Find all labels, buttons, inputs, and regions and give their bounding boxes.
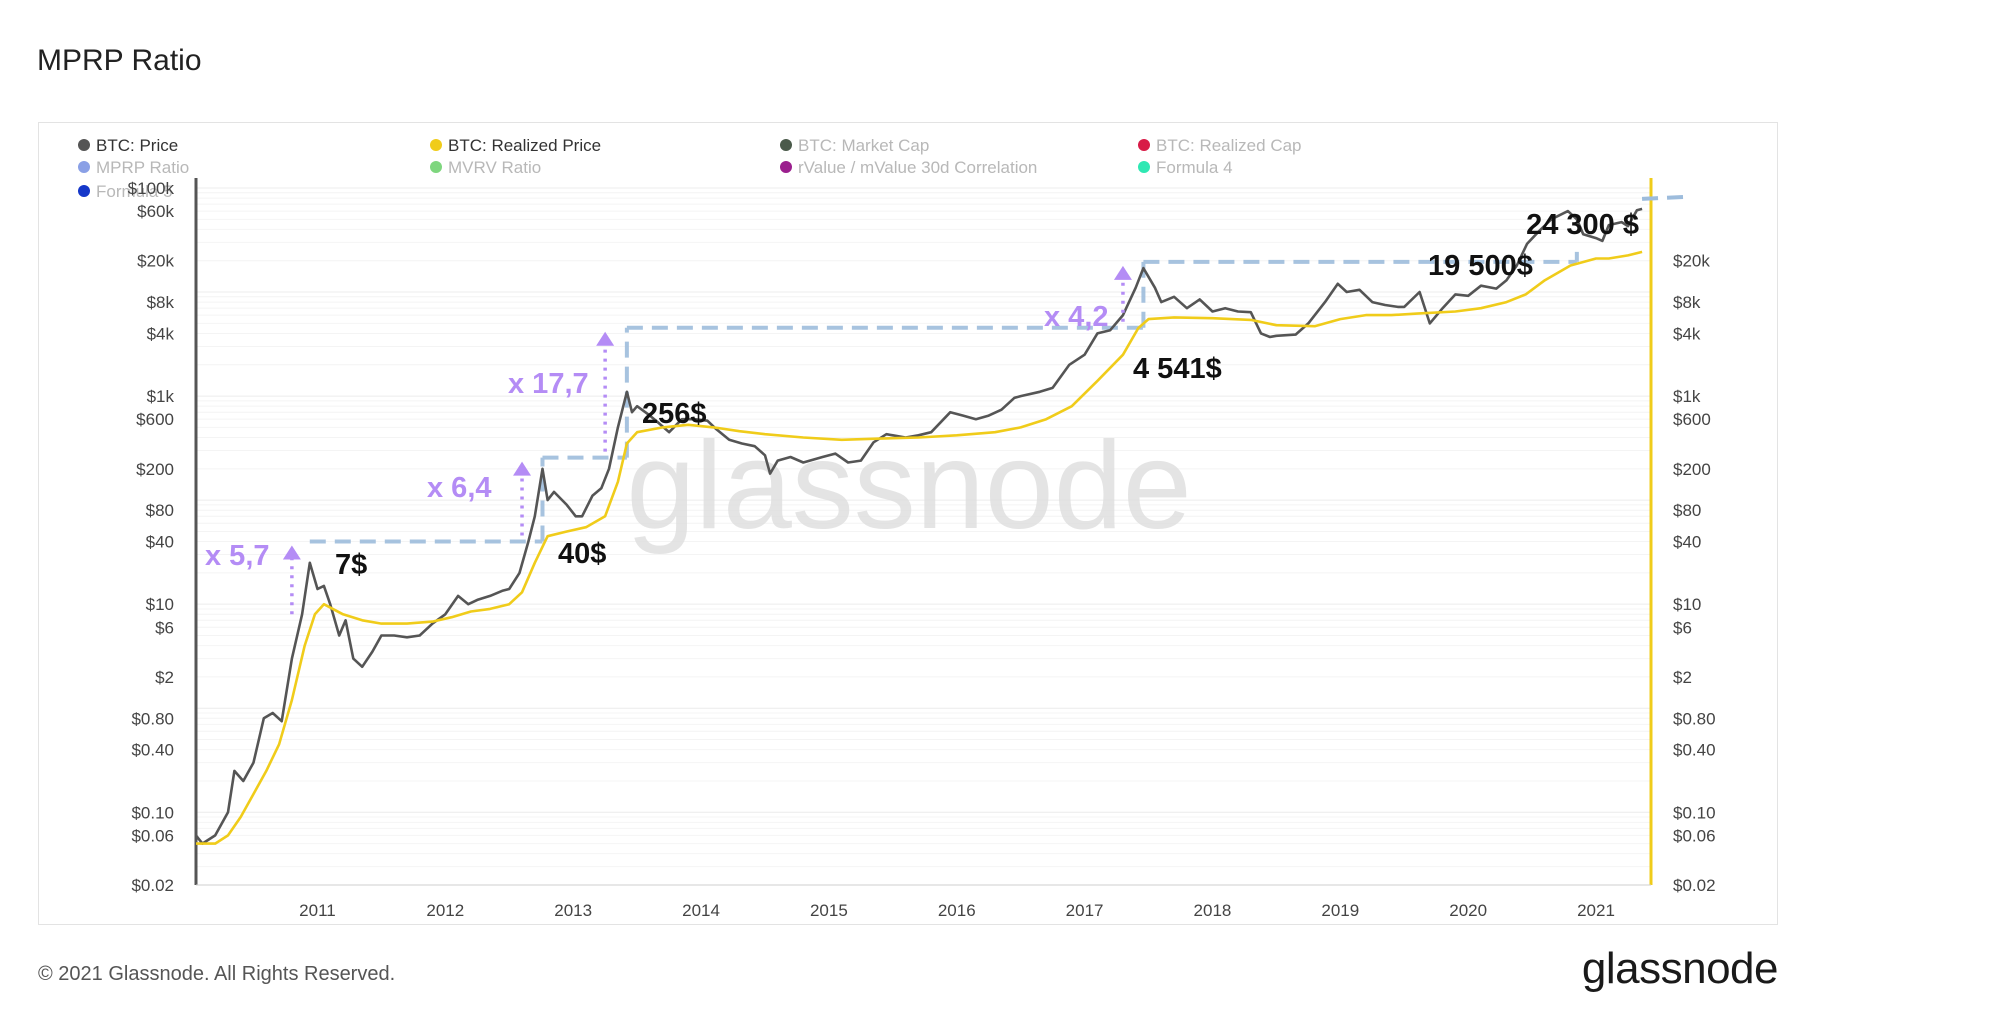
legend-swatch <box>780 161 792 173</box>
x-tick-label: 2014 <box>682 901 720 920</box>
x-tick-label: 2016 <box>938 901 976 920</box>
y-tick-label-right: $4k <box>1673 324 1701 343</box>
price-label: 24 300 $ <box>1526 209 1639 241</box>
legend-swatch <box>780 139 792 151</box>
y-tick-label-left: $0.02 <box>131 876 174 895</box>
y-tick-label-left: $0.06 <box>131 826 174 845</box>
legend-swatch <box>1138 139 1150 151</box>
legend-label: Formula 5 <box>96 182 173 201</box>
multiplier-label: x 4,2 <box>1044 301 1109 333</box>
y-tick-label-left: $60k <box>137 202 174 221</box>
legend-label: MPRP Ratio <box>96 158 189 177</box>
y-tick-label-right: $6 <box>1673 618 1692 637</box>
legend: BTC: Price BTC: Realized Price BTC: Market… <box>78 136 1302 201</box>
legend-label: MVRV Ratio <box>448 158 541 177</box>
dashed-projection <box>1641 194 1684 201</box>
x-axis: 2011 2012 2013 2014 2015 2016 2017 2018 2019 2020… <box>196 884 1651 920</box>
y-tick-label-right: $600 <box>1673 410 1711 429</box>
chart-panel: glassnode BTC: Price BTC: Realized Price B… <box>38 122 1778 925</box>
y-tick-label-right: $10 <box>1673 595 1701 614</box>
legend-swatch <box>430 161 442 173</box>
y-tick-label-right: $1k <box>1673 387 1701 406</box>
chart: glassnode BTC: Price BTC: Realized Price B… <box>78 136 1716 920</box>
legend-swatch <box>78 161 90 173</box>
y-tick-label-right: $0.40 <box>1673 741 1716 760</box>
y-tick-label-left: $80 <box>146 501 174 520</box>
y-tick-label-left: $4k <box>147 324 175 343</box>
x-tick-label: 2021 <box>1577 901 1615 920</box>
y-tick-label-right: $80 <box>1673 501 1701 520</box>
legend-label: rValue / mValue 30d Correlation <box>798 158 1037 177</box>
y-tick-label-left: $0.80 <box>131 709 174 728</box>
x-tick-label: 2020 <box>1449 901 1487 920</box>
y-tick-label-right: $0.80 <box>1673 709 1716 728</box>
y-tick-label-left: $10 <box>146 595 174 614</box>
y-tick-label-right: $200 <box>1673 460 1711 479</box>
arrow-head <box>1113 265 1132 280</box>
legend-swatch <box>1138 161 1150 173</box>
legend-label: BTC: Market Cap <box>798 136 929 155</box>
x-tick-label: 2013 <box>554 901 592 920</box>
grid <box>196 187 1651 886</box>
legend-swatch <box>430 139 442 151</box>
arrow-head <box>513 461 532 476</box>
legend-swatch <box>78 139 90 151</box>
y-tick-label-left: $40 <box>146 533 174 552</box>
y-tick-label-left: $0.40 <box>131 741 174 760</box>
multiplier-arrows <box>282 265 1132 615</box>
x-tick-label: 2017 <box>1066 901 1104 920</box>
price-line <box>194 207 1643 845</box>
glassnode-logo[interactable]: glassnode <box>1581 944 1779 993</box>
y-tick-label-left: $20k <box>137 252 174 271</box>
legend-label: BTC: Realized Cap <box>1156 136 1302 155</box>
price-label: 40$ <box>558 538 606 570</box>
realized-price-line <box>196 250 1643 845</box>
copyright-text: © 2021 Glassnode. All Rights Reserved. <box>38 963 396 985</box>
y-tick-label-right: $40 <box>1673 533 1701 552</box>
y-tick-label-right: $8k <box>1673 293 1701 312</box>
y-tick-label-left: $100k <box>128 179 175 198</box>
x-tick-label: 2011 <box>299 901 336 920</box>
x-tick-label: 2012 <box>426 901 464 920</box>
x-tick-label: 2018 <box>1194 901 1232 920</box>
y-tick-label-left: $600 <box>136 410 174 429</box>
x-tick-label: 2019 <box>1321 901 1359 920</box>
y-tick-label-left: $2 <box>155 668 174 687</box>
y-tick-label-left: $0.10 <box>131 803 174 822</box>
multiplier-label: x 5,7 <box>205 540 270 572</box>
y-tick-label-left: $200 <box>136 460 174 479</box>
glassnode-watermark: glassnode <box>626 417 1191 555</box>
arrow-head <box>596 331 615 346</box>
multiplier-label: x 17,7 <box>508 368 589 400</box>
price-label: 7$ <box>335 549 367 581</box>
page-title: MPRP Ratio <box>37 44 202 77</box>
price-label: 19 500$ <box>1428 250 1533 282</box>
x-tick-label: 2015 <box>810 901 848 920</box>
legend-swatch <box>78 185 90 197</box>
y-tick-label-right: $2 <box>1673 668 1692 687</box>
y-tick-label-right: $0.02 <box>1673 876 1716 895</box>
series <box>194 207 1643 845</box>
y-tick-label-right: $20k <box>1673 252 1710 271</box>
y-tick-label-left: $1k <box>147 387 175 406</box>
y-tick-label-right: $0.10 <box>1673 803 1716 822</box>
legend-label: BTC: Price <box>96 136 178 155</box>
y-tick-label-right: $0.06 <box>1673 826 1716 845</box>
y-axis-right: $20k $8k $4k $1k $600 $200 $80 $40 $10 $6 $2 $0.80 $… <box>1649 178 1716 895</box>
legend-label: Formula 4 <box>1156 158 1233 177</box>
legend-label: BTC: Realized Price <box>448 136 601 155</box>
y-axis-left: $100k $60k $20k $8k $4k $1k $600 $200 $80 $40 $10 $… <box>128 178 198 895</box>
arrow-head <box>282 545 301 560</box>
y-tick-label-left: $6 <box>155 618 174 637</box>
price-label: 4 541$ <box>1133 353 1222 385</box>
y-tick-label-left: $8k <box>147 293 175 312</box>
annotations: x 5,7 7$ x 6,4 40$ x 17,7 256$ x 4,2 4 541$ 19 5… <box>205 209 1639 581</box>
multiplier-label: x 6,4 <box>427 472 492 504</box>
price-label: 256$ <box>642 398 707 430</box>
